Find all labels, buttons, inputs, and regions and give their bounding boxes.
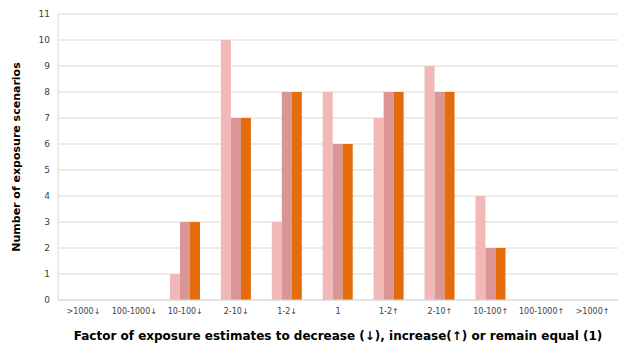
svg-text:10-100↓: 10-100↓ — [168, 307, 203, 316]
svg-text:7: 7 — [44, 113, 50, 123]
svg-text:100-1000↓: 100-1000↓ — [112, 307, 157, 316]
svg-text:10-100↑: 10-100↑ — [473, 307, 508, 316]
svg-text:100-1000↑: 100-1000↑ — [519, 307, 564, 316]
svg-text:Number of exposure scenarios: Number of exposure scenarios — [10, 62, 23, 252]
svg-text:>1000↓: >1000↓ — [67, 307, 101, 316]
svg-text:2: 2 — [44, 243, 50, 253]
svg-text:8: 8 — [44, 87, 50, 97]
svg-text:10: 10 — [39, 35, 51, 45]
svg-text:9: 9 — [44, 61, 50, 71]
svg-text:0: 0 — [44, 295, 50, 305]
svg-text:Factor of exposure estimates t: Factor of exposure estimates to decrease… — [74, 329, 603, 343]
svg-text:1-2↑: 1-2↑ — [379, 307, 399, 316]
svg-text:11: 11 — [39, 9, 50, 19]
svg-text:2-10↑: 2-10↑ — [427, 307, 452, 316]
svg-text:4: 4 — [44, 191, 50, 201]
svg-text:2-10↓: 2-10↓ — [224, 307, 249, 316]
svg-text:3: 3 — [44, 217, 50, 227]
svg-text:6: 6 — [44, 139, 50, 149]
svg-text:1-2↓: 1-2↓ — [277, 307, 297, 316]
svg-text:5: 5 — [44, 165, 50, 175]
svg-text:1: 1 — [44, 269, 50, 279]
svg-text:1: 1 — [335, 307, 340, 316]
svg-text:>1000↑: >1000↑ — [576, 307, 610, 316]
